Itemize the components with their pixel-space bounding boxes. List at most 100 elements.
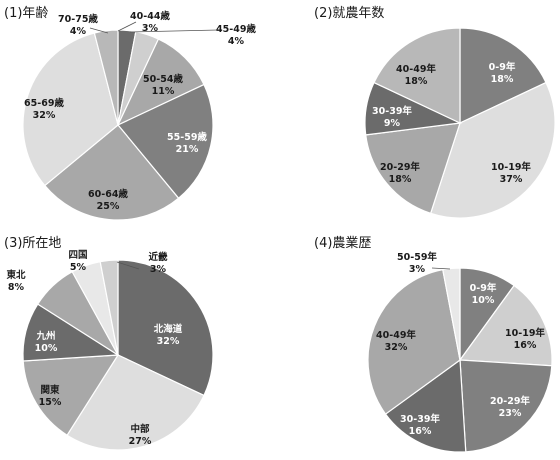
pie-slice — [93, 29, 119, 126]
slice-label: 東北 8% — [5, 269, 26, 293]
slice-percent: 5% — [70, 262, 87, 273]
slice-category: 近畿 — [148, 251, 168, 263]
slice-category: 30-39年 — [372, 105, 412, 117]
slice-percent: 18% — [389, 174, 412, 185]
slice-category: 50-54歳 — [143, 73, 183, 85]
slice-percent: 18% — [491, 74, 514, 85]
slice-category: 20-29年 — [490, 395, 530, 407]
pie-slice — [458, 284, 553, 367]
pie-slice — [99, 259, 119, 356]
slice-category: 40-49年 — [396, 63, 436, 75]
slice-percent: 32% — [385, 342, 408, 353]
pie-slice — [117, 83, 214, 200]
slice-label: 50-54歳 11% — [143, 73, 183, 97]
pie-slice — [43, 124, 180, 221]
slice-label: 北海道 32% — [154, 323, 183, 347]
pie-slice — [429, 81, 556, 219]
slice-percent: 8% — [8, 282, 25, 293]
slice-category: 0-9年 — [470, 282, 497, 294]
slice-category: 北海道 — [154, 323, 183, 335]
slice-percent: 3% — [409, 264, 426, 275]
chart-title-farming-years: (2)就農年数 — [314, 6, 385, 21]
slice-category: 70-75歳 — [58, 13, 98, 25]
slice-category: 中部 — [130, 423, 150, 435]
slice-label: 中部 27% — [129, 423, 152, 447]
leader-line — [431, 267, 451, 270]
pie-slice — [442, 267, 461, 361]
slice-percent: 15% — [39, 397, 62, 408]
slice-label: 九州 10% — [35, 330, 58, 354]
slice-label: 40-44歳 3% — [130, 10, 170, 34]
slice-category: 40-44歳 — [130, 10, 170, 22]
pie-slice — [66, 354, 205, 451]
slice-category: 10-19年 — [491, 161, 531, 173]
pie-slice — [367, 268, 461, 415]
slice-percent: 4% — [70, 26, 87, 37]
slice-label: 10-19年 16% — [505, 327, 545, 351]
slice-label: 10-19年 37% — [491, 161, 531, 185]
slice-percent: 10% — [472, 295, 495, 306]
slice-label: 20-29年 23% — [490, 395, 530, 419]
slice-label: 30-39年 9% — [372, 105, 412, 129]
slice-percent: 21% — [176, 144, 199, 155]
pie-slice — [117, 259, 214, 397]
slice-category: 10-19年 — [505, 327, 545, 339]
slice-label: 0-9年 10% — [470, 282, 497, 306]
slice-percent: 37% — [500, 174, 523, 185]
slice-category: 0-9年 — [489, 61, 516, 73]
slice-label: 50-59年 3% — [397, 251, 437, 275]
pie-slice — [116, 38, 205, 127]
pie-slice — [365, 122, 461, 215]
slice-category: 20-29年 — [380, 161, 420, 173]
chart-title-farming-history: (4)農業歴 — [314, 236, 372, 251]
leader-line — [129, 29, 219, 33]
slice-category: 45-49歳 — [216, 23, 256, 35]
slice-percent: 32% — [33, 110, 56, 121]
slice-label: 40-49年 18% — [396, 63, 436, 87]
slice-label: 20-29年 18% — [380, 161, 420, 185]
slice-percent: 27% — [129, 436, 152, 447]
leader-line — [89, 27, 109, 34]
slice-percent: 32% — [157, 336, 180, 347]
pie-slice — [384, 358, 467, 453]
slice-category: 55-59歳 — [167, 131, 207, 143]
chart-title-location: (3)所在地 — [4, 236, 62, 251]
slice-label: 55-59歳 21% — [167, 131, 207, 155]
slice-label: 60-64歳 25% — [88, 188, 128, 212]
slice-percent: 9% — [384, 118, 401, 129]
slice-label: 四国 5% — [68, 250, 87, 273]
chart-title-age: (1)年齢 — [4, 6, 49, 21]
slice-label: 40-49年 32% — [376, 329, 416, 353]
pie-slice — [22, 354, 120, 437]
slice-label: 関東 15% — [39, 384, 62, 408]
slice-percent: 23% — [499, 408, 522, 419]
slice-percent: 10% — [35, 343, 58, 354]
slice-percent: 11% — [152, 86, 175, 97]
slice-category: 50-59年 — [397, 251, 437, 263]
leader-line — [116, 261, 140, 270]
slice-category: 60-64歳 — [88, 188, 128, 200]
slice-label: 45-49歳 4% — [216, 23, 256, 47]
slice-label: 70-75歳 4% — [58, 13, 98, 37]
slice-percent: 16% — [409, 426, 432, 437]
leader-line — [117, 21, 137, 32]
pie-slice — [22, 32, 119, 187]
slice-percent: 4% — [228, 36, 245, 47]
slice-category: 九州 — [35, 330, 55, 342]
slice-percent: 25% — [97, 201, 120, 212]
slice-percent: 3% — [150, 264, 167, 275]
slice-percent: 3% — [142, 23, 159, 34]
slice-category: 65-69歳 — [24, 97, 64, 109]
slice-label: 30-39年 16% — [400, 413, 440, 437]
slice-label: 65-69歳 32% — [24, 97, 64, 121]
slice-category: 東北 — [5, 269, 26, 281]
pie-slice — [373, 27, 461, 124]
slice-label: 0-9年 18% — [489, 61, 516, 85]
slice-percent: 18% — [405, 76, 428, 87]
slice-category: 30-39年 — [400, 413, 440, 425]
slice-category: 関東 — [40, 384, 60, 396]
pie-slice — [459, 359, 553, 453]
slice-category: 40-49年 — [376, 329, 416, 341]
